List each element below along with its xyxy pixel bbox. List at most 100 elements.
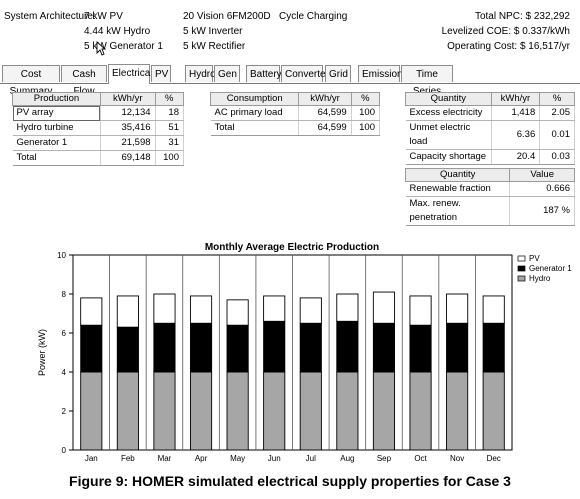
x-tick-label: Mar — [158, 454, 172, 463]
total-npc: Total NPC: $ 232,292 — [474, 11, 570, 22]
bar-segment-hydro — [299, 371, 322, 451]
bar-segment-pv — [80, 297, 103, 326]
production-table: Production kWh/yr % PV array 12,134 18 H… — [12, 92, 185, 166]
tab-emissions[interactable]: Emissions — [358, 65, 408, 82]
bar-segment-hydro — [263, 371, 286, 451]
table-row[interactable]: Excess electricity 1,418 2.05 — [405, 105, 575, 121]
cell-value: 21,598 — [100, 135, 156, 151]
bar-segment-hydro — [189, 371, 213, 451]
tab-battery[interactable]: Battery — [246, 65, 282, 82]
table-row[interactable]: Total 69,148 100 — [12, 150, 185, 166]
x-tick-label: Apr — [195, 454, 208, 463]
cell-percent: 100 — [155, 150, 185, 166]
col-header-percent: % — [350, 92, 381, 106]
cell-value: 0.666 — [509, 181, 575, 197]
bar-segment-hydro — [409, 371, 432, 451]
cell-percent: 2.05 — [539, 105, 575, 121]
col-header-kwh: kWh/yr — [490, 92, 541, 106]
bar-segment-hydro — [446, 371, 469, 451]
bar-segment-generator-1 — [116, 326, 139, 373]
arch-dispatch: Cycle Charging — [279, 11, 348, 22]
cell-percent: 0.03 — [539, 149, 575, 165]
cell-label: Excess electricity — [405, 105, 492, 121]
col-header-kwh: kWh/yr — [298, 92, 352, 106]
x-tick-label: Jun — [268, 454, 281, 463]
cell-label: Capacity shortage — [405, 149, 492, 165]
operating-cost: Operating Cost: $ 16,517/yr — [447, 41, 570, 52]
tab-pv[interactable]: PV — [151, 65, 171, 82]
x-tick-label: Aug — [340, 454, 354, 463]
col-header-consumption: Consumption — [209, 92, 300, 106]
cell-label: AC primary load — [210, 105, 300, 121]
table-row[interactable]: Unmet electric load 6.36 0.01 — [405, 120, 575, 150]
legend-swatch — [517, 275, 526, 282]
tab-gen[interactable]: Gen — [214, 65, 240, 82]
bar-segment-pv — [446, 293, 469, 324]
cell-percent: 100 — [351, 120, 381, 136]
tab-cash-flow[interactable]: Cash Flow — [61, 65, 107, 97]
bar-segment-hydro — [153, 371, 176, 451]
x-tick-label: Jul — [306, 454, 316, 463]
tab-grid[interactable]: Grid — [325, 65, 351, 82]
table-row[interactable]: Capacity shortage 20.4 0.03 — [405, 149, 575, 165]
x-tick-label: Sep — [377, 454, 392, 463]
cell-value: 35,416 — [100, 120, 156, 136]
x-tick-label: Oct — [414, 454, 427, 463]
bar-segment-pv — [116, 295, 139, 328]
legend-label: PV — [529, 254, 540, 263]
legend-swatch — [517, 255, 526, 262]
bar-segment-generator-1 — [153, 322, 176, 373]
bar-segment-hydro — [80, 371, 103, 451]
table-row[interactable]: Max. renew. penetration 187 % — [405, 196, 575, 226]
col-header-production: Production — [12, 92, 101, 106]
y-tick-label: 8 — [62, 290, 67, 299]
col-header-quantity: Quantity — [404, 168, 511, 182]
cell-label: Total — [210, 120, 300, 136]
bar-segment-generator-1 — [189, 322, 213, 373]
cell-percent: 51 — [155, 120, 185, 136]
table-row[interactable]: AC primary load 64,599 100 — [210, 105, 381, 121]
legend-swatch — [517, 265, 526, 272]
cell-value: 187 % — [509, 196, 575, 226]
cell-label: PV array — [12, 105, 101, 121]
cell-label: Unmet electric load — [405, 120, 492, 150]
tab-cost-summary[interactable]: Cost Summary — [2, 65, 60, 97]
tab-electrical[interactable]: Electrical — [108, 64, 153, 84]
bar-segment-generator-1 — [80, 324, 103, 373]
table-row[interactable]: PV array 12,134 18 — [12, 105, 185, 121]
bar-segment-generator-1 — [482, 322, 505, 373]
bar-segment-pv — [409, 295, 432, 326]
cell-value: 64,599 — [298, 120, 352, 136]
system-architecture-label: System Architecture: — [4, 11, 96, 22]
chart-title: Monthly Average Electric Production — [205, 242, 379, 253]
y-tick-label: 10 — [57, 251, 66, 260]
y-tick-label: 0 — [62, 446, 67, 455]
cell-label: Total — [12, 150, 101, 166]
renewable-table: Quantity Value Renewable fraction 0.666 … — [404, 168, 575, 226]
cell-label: Hydro turbine — [12, 120, 101, 136]
bar-segment-pv — [299, 297, 322, 324]
monthly-electric-production-chart: Monthly Average Electric Production Powe… — [37, 242, 572, 463]
x-tick-label: Dec — [487, 454, 501, 463]
bar-segment-pv — [189, 295, 213, 324]
table-row[interactable]: Generator 1 21,598 31 — [12, 135, 185, 151]
bar-segment-pv — [153, 293, 176, 324]
table-row[interactable]: Renewable fraction 0.666 — [405, 181, 575, 197]
arch-inverter: 5 kW Inverter — [183, 26, 243, 37]
tab-converter[interactable]: Converter — [281, 65, 329, 82]
bar-segment-hydro — [336, 371, 359, 451]
table-row[interactable]: Total 64,599 100 — [210, 120, 381, 136]
legend-label: Generator 1 — [529, 264, 572, 273]
table-row[interactable]: Hydro turbine 35,416 51 — [12, 120, 185, 136]
bar-segment-hydro — [372, 371, 396, 451]
bar-segment-pv — [482, 295, 505, 324]
tab-hydro[interactable]: Hydro — [185, 65, 216, 82]
cell-percent: 0.01 — [539, 120, 575, 150]
y-tick-label: 6 — [62, 329, 67, 338]
cell-value: 1,418 — [491, 105, 541, 121]
tab-time-series[interactable]: Time Series — [401, 65, 453, 97]
arch-generator: 5 kW Generator 1 — [84, 41, 163, 52]
arch-hydro: 4.44 kW Hydro — [84, 26, 151, 37]
y-tick-label: 4 — [62, 368, 67, 377]
mouse-cursor-icon — [96, 41, 106, 56]
